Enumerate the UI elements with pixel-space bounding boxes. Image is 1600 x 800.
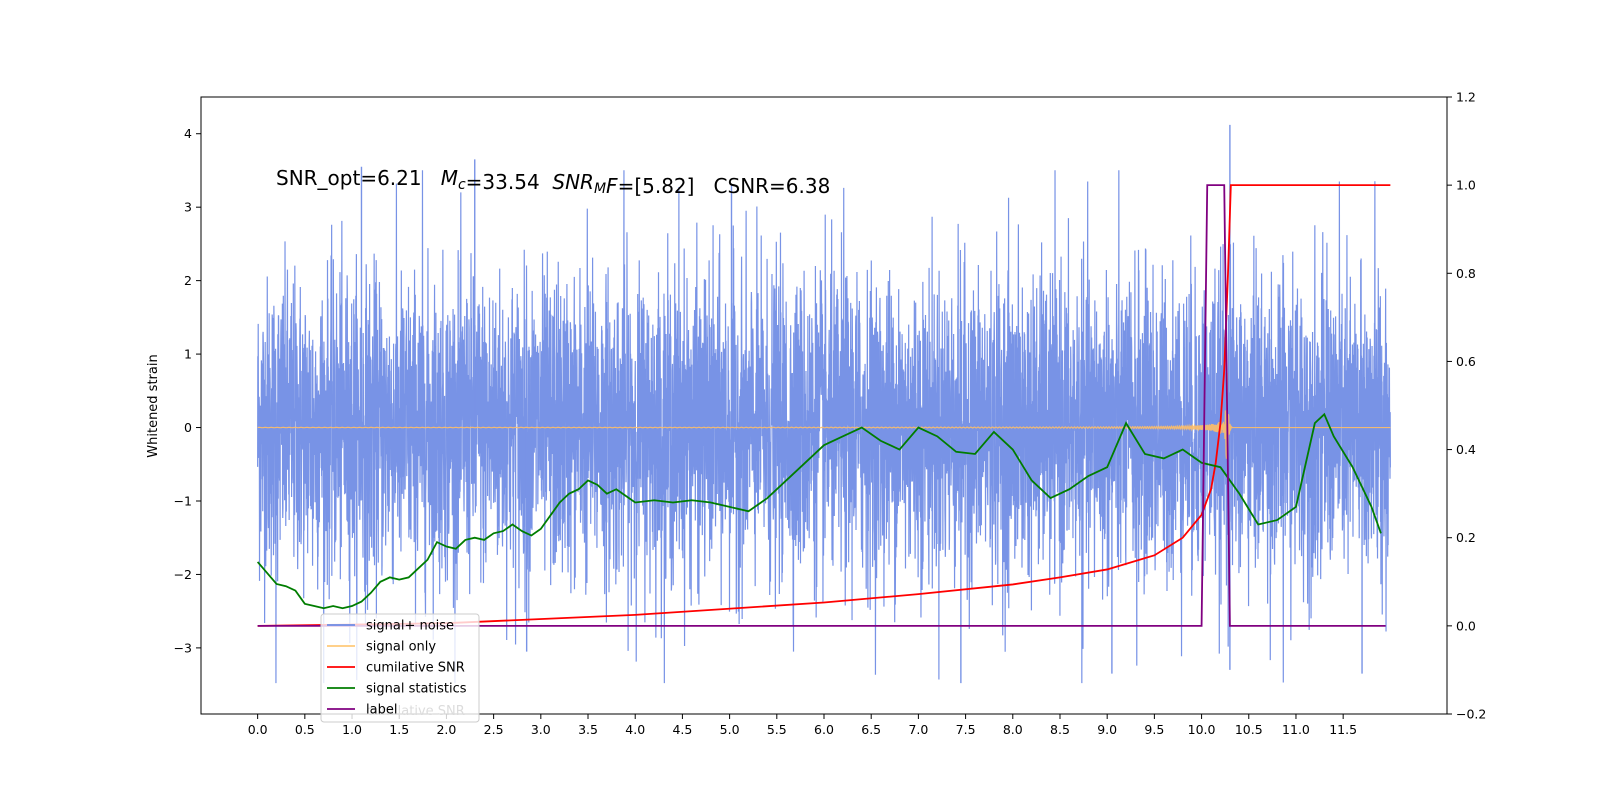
annotation-part: F: [606, 174, 618, 198]
x-tick-label: 8.5: [1050, 722, 1070, 737]
y2-tick-label: 0.8: [1456, 266, 1476, 281]
annotation-part: =[5.82] CSNR=6.38: [618, 174, 831, 198]
x-tick-label: 6.5: [861, 722, 881, 737]
y-tick-label: 0: [184, 420, 192, 435]
signal-only-line: [257, 373, 1391, 459]
x-tick-label: 7.0: [908, 722, 928, 737]
legend-label: cumilative SNR: [366, 661, 465, 676]
y-tick-label: 2: [184, 273, 192, 288]
x-tick-label: 10.5: [1235, 722, 1263, 737]
x-tick-label: 0.0: [248, 722, 268, 737]
x-tick-label: 3.0: [531, 722, 551, 737]
y2-tick-label: −0.2: [1456, 707, 1486, 722]
y-tick-label: −2: [174, 567, 192, 582]
x-tick-label: 5.5: [767, 722, 787, 737]
y-tick-label: −1: [174, 493, 192, 508]
x-tick-label: 0.5: [295, 722, 315, 737]
x-tick-label: 9.0: [1097, 722, 1117, 737]
signal-statistics-line: [256, 412, 1382, 610]
legend-label: signal+ noise: [366, 619, 454, 634]
plot-area: [256, 124, 1391, 684]
legend-label: label: [366, 703, 397, 718]
x-tick-label: 2.0: [436, 722, 456, 737]
y-tick-label: 3: [184, 200, 192, 215]
axis-ticks: 0.0 0.5 1.0 1.5 2.0 2.5 3.0 3.5 4.0 4.5 5.0 5.5 6.0 6…: [174, 90, 1487, 738]
x-tick-label: 10.0: [1188, 722, 1216, 737]
annotation-part: =33.54: [466, 170, 553, 194]
y-axis-label: Whitened strain: [146, 354, 161, 457]
x-tick-label: 11.5: [1329, 722, 1357, 737]
x-tick-label: 7.5: [956, 722, 976, 737]
y-tick-label: −3: [174, 640, 192, 655]
legend-ghost-label: cumilative SNR: [366, 704, 465, 719]
x-tick-label: 8.0: [1003, 722, 1023, 737]
annotation-part: M: [594, 181, 606, 197]
y2-tick-label: 0.6: [1456, 354, 1476, 369]
x-tick-label: 4.5: [672, 722, 692, 737]
annotation-part: c: [458, 177, 466, 193]
x-tick-label: 1.5: [389, 722, 409, 737]
legend-label: signal statistics: [366, 682, 467, 697]
x-tick-label: 6.0: [814, 722, 834, 737]
x-tick-label: 3.5: [578, 722, 598, 737]
legend-label: signal only: [366, 640, 436, 655]
x-tick-label: 5.0: [720, 722, 740, 737]
annotation-part: SNR: [552, 170, 594, 194]
y-tick-label: 1: [184, 347, 192, 362]
x-tick-label: 9.5: [1144, 722, 1164, 737]
legend-box: [320, 613, 480, 723]
metrics-annotation: SNR_opt=6.21 Mc=33.54 SNRMF=[5.82] CSNR=…: [276, 166, 830, 198]
y2-tick-label: 0.4: [1456, 442, 1476, 457]
cumilative-snr-line: [257, 184, 1391, 627]
x-tick-label: 2.5: [484, 722, 504, 737]
annotation-part: M: [441, 166, 458, 190]
x-tick-label: 11.0: [1282, 722, 1310, 737]
y2-tick-label: 1.0: [1456, 178, 1476, 193]
annotation-part: SNR_opt=6.21: [276, 166, 441, 190]
y2-tick-label: 0.2: [1456, 530, 1476, 545]
x-tick-label: 4.0: [625, 722, 645, 737]
legend: cumilative SNR signal+ noise signal only cu…: [320, 613, 480, 723]
y2-tick-label: 1.2: [1456, 90, 1476, 105]
y2-tick-label: 0.0: [1456, 618, 1476, 633]
label-line: [257, 184, 1386, 627]
y-tick-label: 4: [184, 126, 192, 141]
x-tick-label: 1.0: [342, 722, 362, 737]
